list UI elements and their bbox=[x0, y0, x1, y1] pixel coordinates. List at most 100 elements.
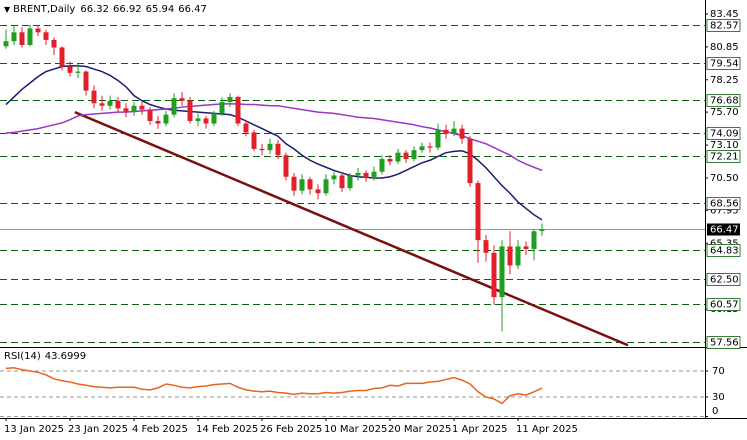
candle-body bbox=[507, 246, 513, 266]
candle-body bbox=[155, 120, 161, 124]
candle-body bbox=[315, 189, 321, 194]
x-tick-label: 23 Jan 2025 bbox=[68, 424, 128, 435]
x-tick-label: 14 Feb 2025 bbox=[196, 424, 258, 435]
candle-body bbox=[483, 240, 489, 253]
candle-body bbox=[307, 179, 313, 190]
rsi-pane bbox=[0, 366, 705, 417]
labels: 83.45 80.85 78.25 75.70 73.10 70.50 67.95 65.35… bbox=[4, 9, 741, 435]
y-tick-label: 70 bbox=[712, 366, 725, 377]
candle-body bbox=[427, 146, 433, 148]
candle-body bbox=[203, 118, 209, 124]
candle-body bbox=[523, 246, 529, 249]
y-tick-label: 83.45 bbox=[710, 9, 739, 20]
y-tick-label: 73.10 bbox=[710, 140, 739, 151]
level-label: 64.83 bbox=[710, 246, 739, 257]
level-box bbox=[706, 244, 741, 257]
candle-body bbox=[347, 175, 353, 189]
x-tick-label: 1 Apr 2025 bbox=[452, 424, 507, 435]
chart-title: BRENT,Daily bbox=[13, 4, 75, 15]
candle-body bbox=[35, 28, 41, 33]
candle-body bbox=[411, 150, 417, 160]
candle-body bbox=[179, 98, 185, 101]
candle-body bbox=[395, 152, 401, 162]
axes bbox=[0, 0, 747, 419]
candle-body bbox=[467, 138, 473, 184]
candle-body bbox=[499, 246, 505, 298]
candle-body bbox=[83, 71, 89, 91]
candle-body bbox=[539, 229, 545, 231]
candle-body bbox=[115, 100, 121, 109]
candle-body bbox=[235, 96, 241, 124]
rsi-header: RSI(14) 43.6999 bbox=[4, 351, 86, 362]
header: ▼ BRENT,Daily 66.32 66.92 65.94 66.47 bbox=[4, 4, 207, 15]
candle-body bbox=[331, 175, 337, 180]
candle-body bbox=[419, 146, 425, 151]
candle-body bbox=[475, 183, 481, 241]
price-pane bbox=[0, 24, 705, 346]
y-tick-label: 65.35 bbox=[710, 238, 739, 249]
candle-body bbox=[339, 175, 345, 189]
candle-body bbox=[435, 129, 441, 148]
y-tick-label: 75.70 bbox=[710, 107, 739, 118]
trendline bbox=[74, 110, 629, 346]
candle-body bbox=[227, 96, 233, 102]
candle-body bbox=[11, 32, 17, 42]
y-tick-label: 78.25 bbox=[710, 75, 739, 86]
candle-body bbox=[147, 109, 153, 121]
rsi-title: RSI(14) bbox=[4, 351, 41, 362]
candle-body bbox=[491, 252, 497, 298]
candle-body bbox=[387, 159, 393, 162]
candle-body bbox=[211, 113, 217, 124]
y-tick-label: 30 bbox=[712, 392, 725, 403]
candle-body bbox=[299, 179, 305, 191]
candle-body bbox=[283, 155, 289, 177]
y-tick-label: 80.85 bbox=[710, 42, 739, 53]
level-label: 60.57 bbox=[710, 300, 739, 311]
level-box bbox=[706, 127, 741, 140]
candle-body bbox=[187, 100, 193, 121]
candle-body bbox=[443, 129, 449, 134]
level-label: 76.68 bbox=[710, 96, 739, 107]
candle-body bbox=[451, 128, 457, 134]
candle-body bbox=[379, 159, 385, 172]
x-tick-label: 26 Feb 2025 bbox=[260, 424, 322, 435]
candle-body bbox=[195, 118, 201, 121]
candle-body bbox=[275, 143, 281, 156]
candle-body bbox=[459, 128, 465, 139]
level-box bbox=[706, 197, 741, 210]
x-tick-label: 20 Mar 2025 bbox=[388, 424, 451, 435]
candle-body bbox=[3, 41, 9, 47]
level-box bbox=[706, 298, 741, 311]
candle-body bbox=[91, 90, 97, 104]
level-label: 57.56 bbox=[710, 338, 739, 349]
level-label: 74.09 bbox=[710, 129, 739, 140]
level-label: 62.50 bbox=[710, 275, 739, 286]
candle-body bbox=[43, 32, 49, 40]
y-tick-label: 0 bbox=[712, 406, 718, 417]
level-box bbox=[706, 336, 741, 349]
high-value: 66.92 bbox=[113, 4, 142, 15]
last-price-box bbox=[707, 223, 740, 236]
x-tick-label: 4 Feb 2025 bbox=[132, 424, 188, 435]
level-label: 82.57 bbox=[710, 21, 739, 32]
candle-body bbox=[75, 71, 81, 73]
level-box bbox=[706, 19, 741, 32]
candle-body bbox=[291, 176, 297, 191]
x-tick-label: 13 Jan 2025 bbox=[4, 424, 64, 435]
candle-body bbox=[19, 32, 25, 45]
candle-body bbox=[531, 231, 537, 249]
level-label: 79.54 bbox=[710, 59, 739, 70]
menu-arrow: ▼ bbox=[4, 5, 11, 14]
candle-body bbox=[51, 39, 57, 48]
candle-body bbox=[267, 143, 273, 151]
x-tick-label: 10 Mar 2025 bbox=[324, 424, 387, 435]
y-tick-label: 70.50 bbox=[710, 173, 739, 184]
candle-body bbox=[259, 148, 265, 151]
candle-body bbox=[323, 179, 329, 194]
candle-body bbox=[515, 246, 521, 266]
candle-body bbox=[219, 101, 225, 114]
level-label: 68.56 bbox=[710, 199, 739, 210]
candle-body bbox=[67, 66, 73, 73]
